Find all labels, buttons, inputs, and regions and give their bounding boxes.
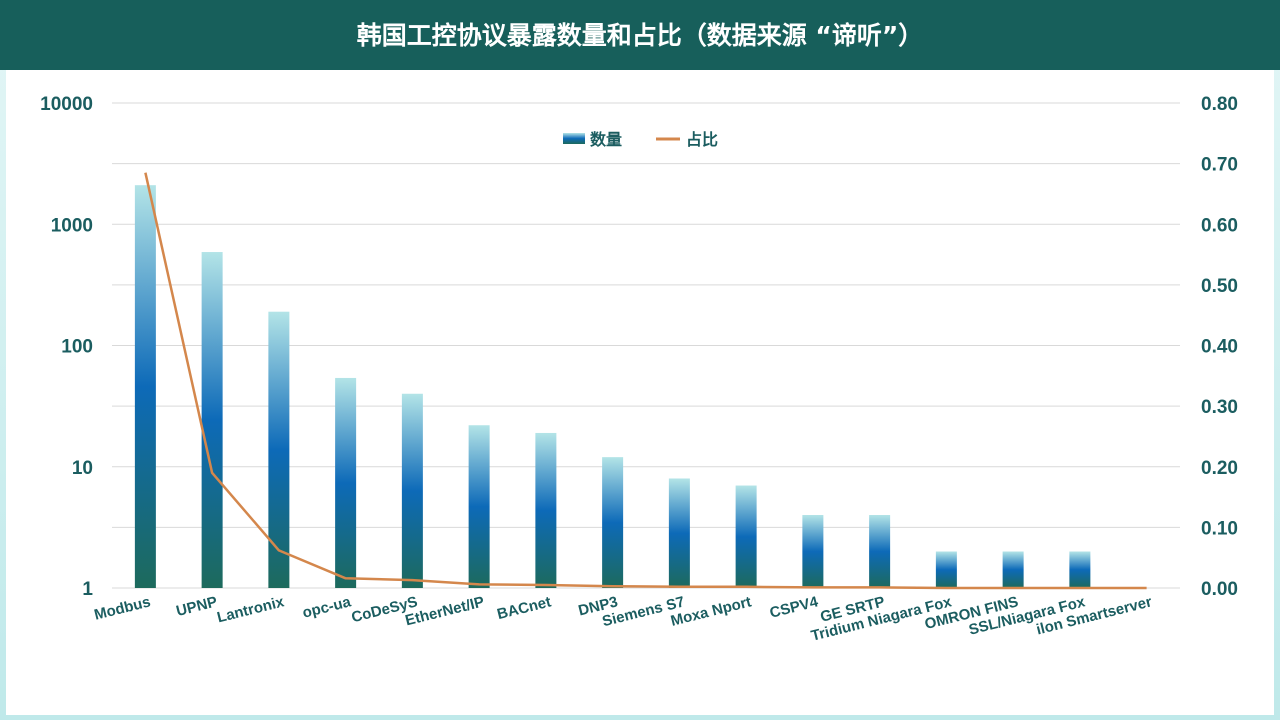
legend-swatch-count [563,133,585,144]
bar-14 [1069,551,1091,588]
left-tick-label: 1000 [51,215,93,236]
bars [134,185,1091,589]
left-tick-label: 10 [72,458,93,479]
legend-label-count: 数量 [590,130,622,149]
right-tick-label: 0.50 [1201,276,1238,297]
bar-8 [668,478,690,588]
left-tick-label: 100 [61,337,93,358]
x-tick-label: CSPV4 [768,593,820,622]
bar-9 [735,485,757,588]
x-tick-label: Modbus [92,593,152,623]
x-tick-label: opc-ua [301,593,353,622]
right-tick-label: 0.10 [1201,518,1238,539]
x-tick-label: BACnet [495,593,552,623]
legend-label-ratio: 占比 [686,130,718,149]
bar-4 [401,393,423,588]
bar-12 [935,551,957,588]
chart-title: 韩国工控协议暴露数量和占比（数据来源 “谛听”） [356,21,924,50]
bar-11 [869,515,891,588]
right-tick-label: 0.80 [1201,94,1238,115]
bar-3 [335,377,357,588]
left-axis-ticks: 1 10 100 1000 10000 [40,94,93,600]
right-axis-ticks: 0.00 0.10 0.20 0.30 0.40 0.50 0.60 0.70 0.80 [1201,94,1238,600]
bar-2 [268,311,290,588]
right-tick-label: 0.60 [1201,215,1238,236]
legend: 数量 占比 [563,130,718,149]
right-tick-label: 0.30 [1201,397,1238,418]
ratio-line [144,172,1147,590]
bar-0 [134,185,156,588]
bar-5 [468,425,490,588]
right-tick-label: 0.00 [1201,579,1238,600]
x-tick-label: UPNP [175,593,220,620]
bar-10 [802,515,824,588]
bar-13 [1002,551,1024,588]
left-tick-label: 1 [82,579,93,600]
ratio-series-line [144,172,1147,590]
bar-6 [535,432,557,588]
left-tick-label: 10000 [40,94,93,115]
right-tick-label: 0.40 [1201,337,1238,358]
right-tick-label: 0.20 [1201,458,1238,479]
title-bar [0,0,1280,70]
x-tick-label: Lantronix [215,593,286,626]
bar-1 [201,252,223,589]
bar-7 [602,457,624,588]
right-tick-label: 0.70 [1201,155,1238,176]
